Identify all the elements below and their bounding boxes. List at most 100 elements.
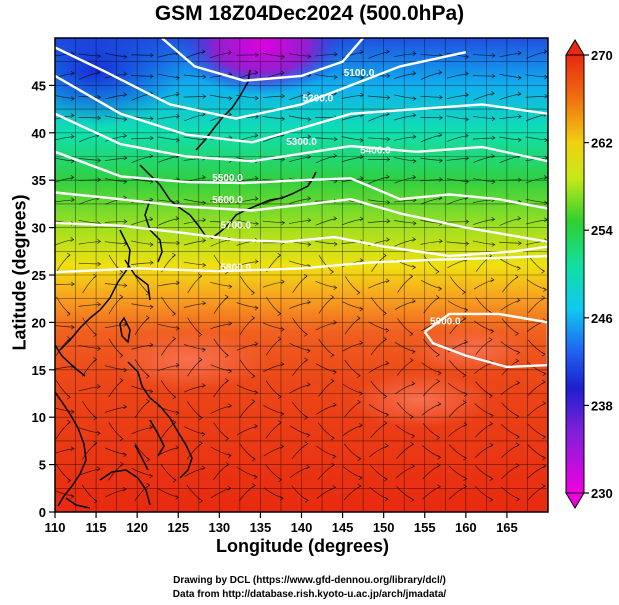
streamline-arrowhead: [281, 116, 286, 122]
streamline: [316, 487, 336, 499]
streamline: [289, 260, 311, 267]
streamline-arrowhead: [412, 134, 417, 139]
streamline-arrowhead: [517, 114, 522, 119]
streamline: [104, 157, 127, 162]
streamline: [315, 363, 337, 373]
streamline-arrowhead: [252, 483, 256, 488]
y-axis-ticks: 0 5 10 15 20 25 30 35 40 45: [32, 78, 55, 520]
streamline-arrowhead: [149, 153, 154, 159]
streamline: [288, 136, 311, 141]
streamline-arrowhead: [97, 346, 102, 351]
streamline-arrowhead: [385, 111, 390, 117]
streamline-arrowhead: [411, 381, 416, 386]
streamline-arrowhead: [463, 476, 468, 481]
streamline-arrowhead: [358, 475, 363, 481]
streamline: [78, 157, 101, 161]
streamline-arrowhead: [384, 496, 389, 502]
streamline-arrowhead: [543, 175, 548, 180]
streamline: [157, 218, 179, 226]
streamline-arrowhead: [517, 240, 522, 246]
streamline-arrowhead: [228, 96, 233, 101]
streamline: [499, 241, 522, 244]
streamline-arrowhead: [465, 219, 470, 224]
streamline: [78, 53, 101, 57]
streamline-arrowhead: [228, 112, 233, 117]
streamline-arrowhead: [306, 382, 311, 387]
streamline-arrowhead: [175, 445, 180, 450]
streamline: [500, 258, 521, 269]
streamline-arrowhead: [123, 117, 128, 122]
streamline-arrowhead: [96, 466, 101, 472]
streamline: [315, 241, 338, 245]
streamline-arrowhead: [70, 175, 75, 180]
streamline-arrowhead: [465, 117, 470, 122]
streamline: [395, 424, 415, 437]
streamline: [210, 364, 232, 372]
streamline-arrowhead: [333, 369, 337, 375]
streamline: [105, 406, 127, 413]
streamline: [105, 135, 127, 142]
streamline-arrowhead: [281, 54, 286, 60]
streamline: [368, 362, 389, 373]
contour-line-5500.0: [55, 150, 548, 210]
streamline: [421, 362, 442, 374]
streamline: [210, 74, 232, 78]
streamline: [262, 322, 285, 330]
streamline-arrowhead: [254, 196, 259, 202]
streamline-arrowhead: [149, 53, 154, 58]
streamline-arrowhead: [438, 70, 443, 75]
streamline-arrowhead: [224, 353, 229, 358]
x-tick-label: 115: [86, 520, 107, 535]
streamline-arrowhead: [333, 74, 338, 80]
streamline: [210, 323, 232, 330]
drawing-credit: Drawing by DCL (https://www.gfd-dennou.o…: [173, 575, 446, 586]
streamline-arrowhead: [254, 305, 259, 311]
streamline-arrowhead: [439, 158, 443, 163]
streamline: [262, 53, 285, 58]
streamline-arrowhead: [96, 430, 101, 436]
streamline-arrowhead: [172, 477, 177, 483]
streamline-arrowhead: [251, 456, 256, 462]
streamline: [289, 342, 311, 352]
streamline: [131, 468, 153, 477]
colorbar: [565, 54, 585, 494]
streamline-arrowhead: [253, 474, 258, 480]
streamline: [446, 241, 469, 245]
streamline: [131, 75, 154, 77]
streamline-arrowhead: [385, 49, 390, 54]
streamline-arrowhead: [202, 217, 207, 223]
streamline: [341, 94, 364, 99]
streamline-arrowhead: [356, 315, 361, 321]
streamline: [499, 73, 522, 79]
streamline-arrowhead: [306, 464, 311, 470]
streamline-arrowhead: [281, 279, 285, 285]
streamline-arrowhead: [175, 362, 180, 368]
streamline-arrowhead: [356, 373, 361, 379]
streamline-arrowhead: [304, 498, 309, 503]
streamline-arrowhead: [410, 497, 415, 503]
streamline-arrowhead: [412, 158, 417, 164]
x-tick-label: 155: [414, 520, 436, 535]
streamline-arrowhead: [491, 153, 496, 159]
streamline-arrowhead: [333, 153, 338, 159]
streamline: [78, 134, 100, 143]
coastline-china: [55, 229, 151, 377]
streamline-arrowhead: [383, 394, 388, 399]
streamline-arrowhead: [307, 117, 312, 122]
streamline-arrowhead: [176, 137, 180, 143]
streamline: [367, 199, 390, 203]
streamline-arrowhead: [386, 218, 391, 224]
streamline-arrowhead: [280, 444, 285, 449]
streamline: [368, 113, 390, 122]
streamline-arrowhead: [412, 96, 417, 101]
y-tick-label: 10: [32, 410, 46, 425]
streamline-arrowhead: [332, 454, 337, 459]
streamline: [104, 221, 127, 223]
streamline: [342, 466, 363, 479]
streamline-arrowhead: [97, 261, 102, 267]
streamline: [394, 136, 416, 141]
streamline-arrowhead: [437, 401, 442, 407]
streamline: [341, 301, 363, 310]
streamline: [341, 218, 364, 226]
streamline-arrowhead: [517, 50, 522, 56]
